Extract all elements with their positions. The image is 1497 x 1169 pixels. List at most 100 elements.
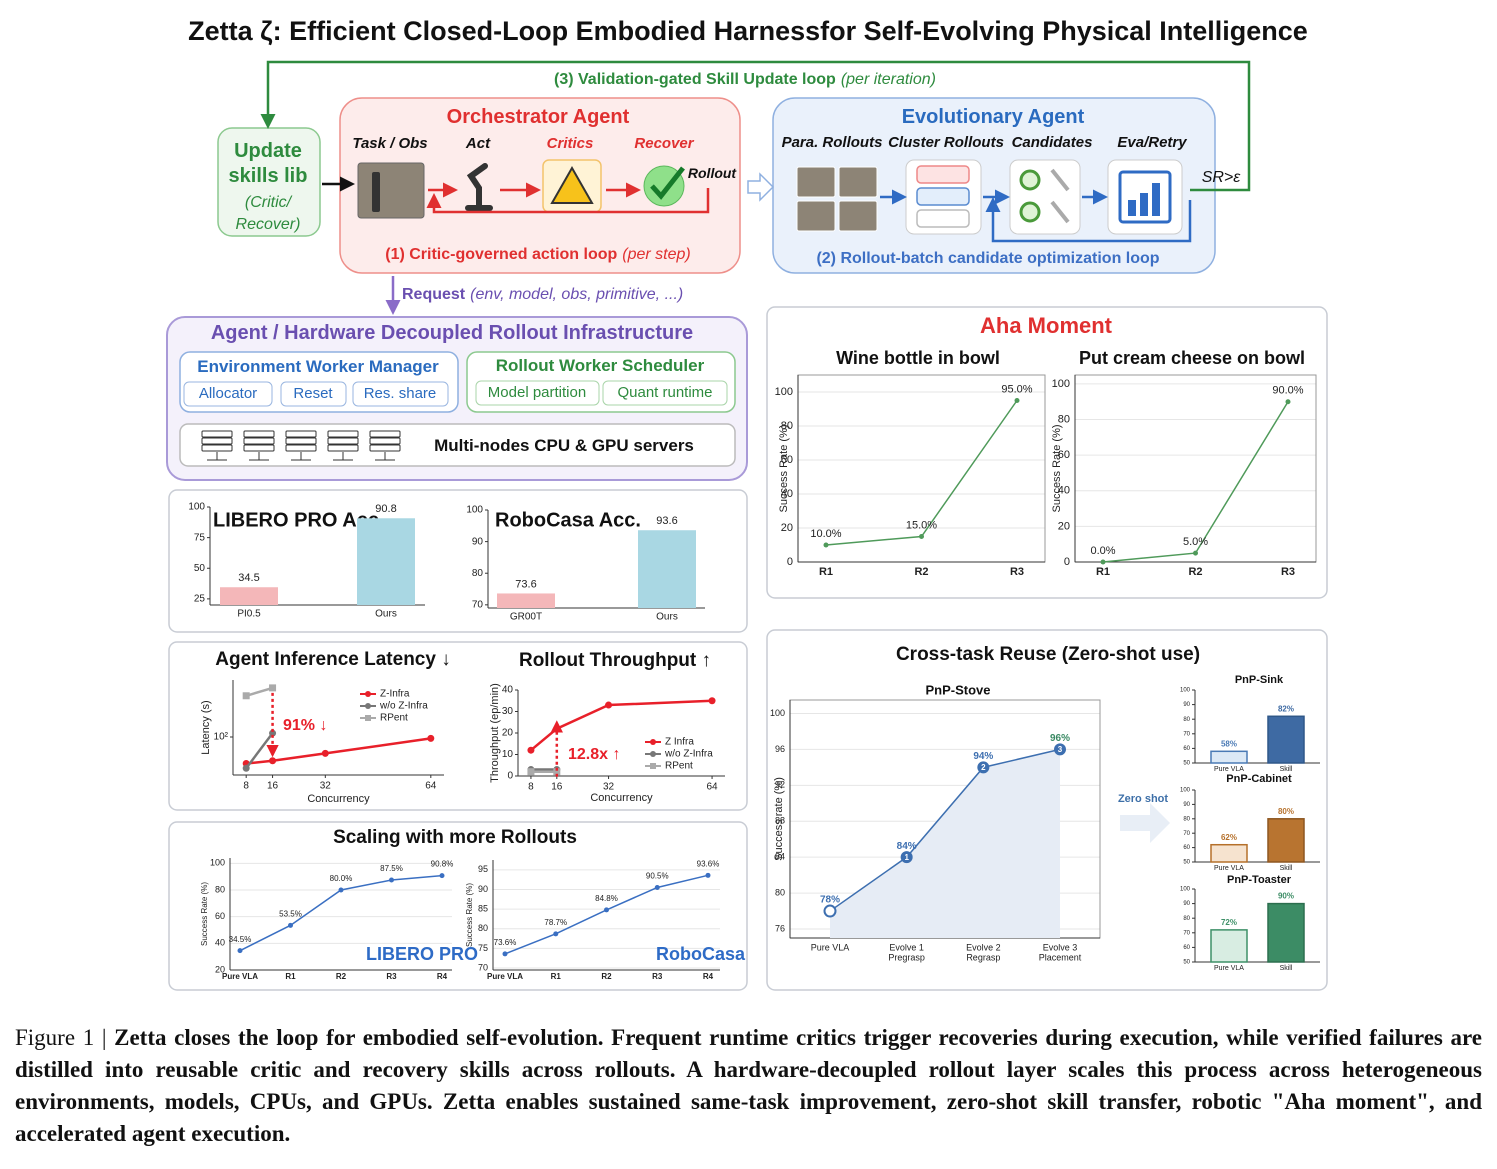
step-label: Act	[465, 135, 491, 152]
update-title-part: skills lib	[229, 165, 308, 187]
step-label: Task / Obs	[352, 135, 427, 152]
y-tick-label: 80	[781, 420, 793, 432]
x-tick-label: R2	[914, 566, 928, 578]
annotation: 12.8x ↑	[568, 746, 620, 763]
point-value-label: 78.7%	[544, 918, 567, 927]
marker	[269, 729, 277, 737]
y-axis-label: Success Rate (%)	[1051, 424, 1063, 512]
gate-label-part: SR>ε	[1202, 169, 1242, 186]
rollout-label-part: Rollout	[688, 165, 738, 181]
server-icon	[285, 430, 317, 438]
y-tick-label: 80	[478, 923, 488, 933]
update-title: Update	[234, 140, 302, 162]
panel-title: Aha Moment	[980, 313, 1113, 338]
infra-title: Agent / Hardware Decoupled Rollout Infra…	[211, 322, 693, 344]
update-note: (Critic/	[245, 194, 293, 211]
marker	[242, 692, 250, 700]
agent-title-part: Evolutionary Agent	[902, 106, 1085, 128]
panel	[766, 306, 1328, 599]
loop-label-part: (2) Rollout-batch candidate optimization…	[816, 250, 1159, 267]
x-tick-label: Pure VLA	[487, 972, 523, 981]
series-line	[829, 748, 1061, 912]
caption-label: Figure 1 |	[15, 1025, 107, 1050]
y-tick-label: 96	[775, 744, 785, 754]
act-icon	[465, 163, 493, 211]
module-item-part: Allocator	[199, 385, 257, 402]
step-label: Para. Rollouts	[782, 134, 883, 151]
agent-title: Orchestrator Agent	[447, 106, 630, 128]
chart-title: PnP-Stove	[925, 682, 990, 697]
bar-value-label: 93.6	[656, 515, 677, 527]
zero-shot-label: Zero shot	[1118, 793, 1168, 805]
agent-title: Evolutionary Agent	[902, 106, 1085, 128]
marker	[1014, 398, 1020, 403]
x-axis-label: Concurrency	[590, 792, 653, 804]
marker	[605, 701, 613, 709]
server-icon	[369, 430, 401, 438]
caption: Figure 1 | Zetta closes the loop for emb…	[15, 1022, 1482, 1150]
y-tick-label: 0	[787, 556, 793, 568]
marker-number: 1	[904, 853, 909, 862]
y-axis-label: Throughput (ep/min)	[489, 683, 501, 783]
y-tick-label: 84	[775, 852, 785, 862]
y-tick-label: 80	[775, 887, 785, 897]
y-tick-label: 50	[1183, 960, 1190, 966]
module-title-part: Environment Worker Manager	[197, 357, 439, 376]
y-tick-label: 88	[775, 816, 785, 826]
module-item: Allocator	[199, 385, 257, 402]
y-tick-label: 100	[1052, 378, 1070, 390]
step-label: Candidates	[1012, 134, 1093, 151]
series-line	[530, 699, 713, 752]
marker-number: 3	[1058, 745, 1063, 754]
annotation: 91% ↓	[283, 717, 327, 734]
module-title: Rollout Worker Scheduler	[496, 356, 705, 375]
series-line	[246, 737, 431, 765]
marker	[338, 887, 344, 893]
x-tick-label: Ours	[656, 612, 678, 623]
x-tick-label: R3	[1010, 566, 1024, 578]
x-tick-label: Evolve 1	[889, 942, 924, 952]
point-value-label: 5.0%	[1183, 536, 1208, 548]
y-tick-label: 60	[781, 454, 793, 466]
bar	[1210, 929, 1248, 963]
point-value-label: 84%	[897, 841, 917, 852]
panel	[168, 489, 748, 633]
figure-graphics: Zetta ζ: Efficient Closed-Loop Embodied …	[166, 16, 1328, 991]
marker	[900, 851, 913, 864]
x-tick-label: R4	[437, 972, 448, 981]
chart-title: PnP-Toaster	[1227, 874, 1292, 886]
point-value-label: 96%	[1050, 733, 1070, 744]
update-note: Recover)	[236, 216, 301, 233]
marker-number: 2	[981, 763, 986, 772]
chart-title: Put cream cheese on bowl	[1079, 348, 1305, 368]
module-item: Reset	[293, 385, 333, 402]
rollout-image	[796, 166, 836, 198]
server-icon	[201, 437, 233, 445]
panel-title-part: Scaling with more Rollouts	[333, 827, 577, 848]
bar-value-label: 34.5	[238, 572, 259, 584]
marker	[553, 931, 559, 937]
hammer	[1050, 168, 1070, 192]
y-tick-label: 40	[781, 488, 793, 500]
item-box	[280, 381, 347, 407]
marker	[1100, 559, 1106, 565]
x-tick-label: R2	[1188, 566, 1202, 578]
y-tick-label: 60	[1183, 945, 1190, 951]
bar	[1267, 902, 1305, 963]
x-tick-label: R4	[703, 972, 714, 981]
y-axis-label: Latency (s)	[200, 700, 212, 754]
y-tick-label: 60	[1183, 845, 1190, 851]
panel	[168, 641, 748, 811]
point-value-label: 90.8%	[431, 860, 454, 869]
y-tick-label: 50	[194, 563, 206, 574]
marker	[553, 768, 561, 776]
loop-label-part: (3) Validation-gated Skill Update loop	[554, 71, 836, 88]
y-tick-label: 50	[1183, 860, 1190, 866]
y-tick-label: 90	[478, 884, 488, 894]
step-label-part: Para. Rollouts	[782, 134, 883, 151]
point-value-label: 78%	[820, 895, 840, 906]
magnifier	[1019, 169, 1041, 191]
point-value-label: 80.0%	[330, 874, 353, 883]
request-label-part: Request	[402, 286, 466, 303]
